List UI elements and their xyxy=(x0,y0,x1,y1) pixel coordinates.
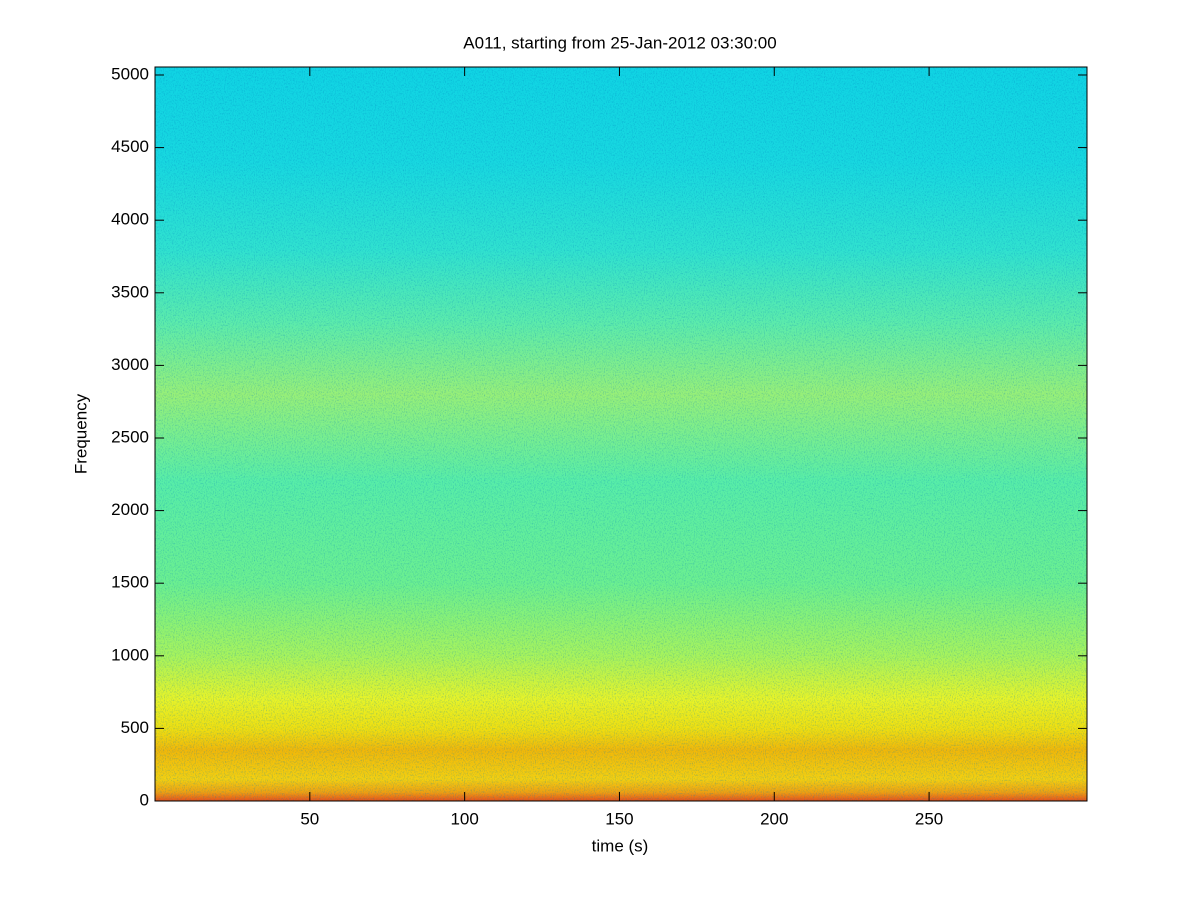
y-tick-label: 1000 xyxy=(111,645,149,664)
y-tick-label: 3500 xyxy=(111,282,149,301)
y-tick-label: 2500 xyxy=(111,427,149,446)
y-tick-label: 1500 xyxy=(111,573,149,592)
x-tick-label: 150 xyxy=(605,809,633,828)
y-tick-label: 4500 xyxy=(111,137,149,156)
y-tick-label: 0 xyxy=(140,790,149,809)
chart-title: A011, starting from 25-Jan-2012 03:30:00 xyxy=(463,33,776,52)
x-tick-label: 100 xyxy=(450,809,478,828)
y-tick-label: 4000 xyxy=(111,210,149,229)
x-tick-label: 200 xyxy=(760,809,788,828)
x-axis-label: time (s) xyxy=(592,836,649,855)
plot-frame xyxy=(154,66,1088,802)
y-axis-label: Frequency xyxy=(71,393,90,474)
x-tick-label: 50 xyxy=(300,809,319,828)
y-tick-label: 2000 xyxy=(111,500,149,519)
y-tick-label: 3000 xyxy=(111,355,149,374)
spectrogram-grain xyxy=(155,67,1087,801)
y-tick-label: 500 xyxy=(121,718,149,737)
y-tick-label: 5000 xyxy=(111,64,149,83)
x-tick-label: 250 xyxy=(915,809,943,828)
